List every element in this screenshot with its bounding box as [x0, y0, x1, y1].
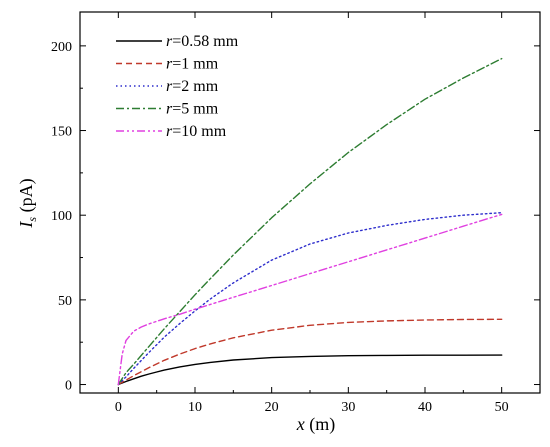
y-axis-ticks: 0 50 100 150 200 — [51, 40, 540, 394]
legend: r=0.58 mm r=1 mm r=2 mm r=5 mm r=10 mm — [116, 33, 239, 140]
legend-label-1: r=0.58 mm — [166, 33, 239, 50]
x-tick-label: 30 — [341, 400, 355, 415]
legend-label-5: r=10 mm — [166, 123, 227, 140]
x-tick-label: 10 — [188, 400, 202, 415]
x-axis-ticks: 0 10 20 30 40 50 — [115, 12, 509, 415]
x-axis-label-unit: (m) — [305, 414, 336, 435]
y-tick-label: 150 — [51, 125, 72, 140]
series-line-2 — [117, 318, 503, 386]
legend-label-4: r=5 mm — [166, 101, 219, 118]
x-axis-label: x (m) — [296, 414, 336, 435]
y-axis-label-unit: (pA) — [16, 178, 37, 217]
y-tick-label: 100 — [51, 209, 72, 224]
series-line-1 — [117, 354, 503, 386]
x-axis-label-var: x — [296, 414, 305, 434]
y-tick-label: 0 — [65, 379, 72, 394]
y-tick-label: 200 — [51, 40, 72, 55]
x-tick-label: 0 — [115, 400, 122, 415]
y-axis-label: Is (pA) — [16, 178, 39, 228]
y-axis-label-sub: s — [25, 217, 39, 222]
x-tick-label: 50 — [495, 400, 509, 415]
series-line-5 — [117, 213, 503, 386]
x-tick-label: 40 — [418, 400, 432, 415]
legend-label-3: r=2 mm — [166, 78, 219, 95]
series-lines — [117, 57, 503, 386]
y-axis-label-var: I — [16, 221, 36, 229]
x-tick-label: 20 — [265, 400, 279, 415]
legend-label-2: r=1 mm — [166, 56, 219, 73]
plot-area-border — [79, 11, 541, 394]
y-tick-label: 50 — [58, 294, 72, 309]
series-line-3 — [117, 211, 503, 386]
plot-frame — [79, 11, 541, 394]
series-line-4 — [117, 57, 503, 386]
